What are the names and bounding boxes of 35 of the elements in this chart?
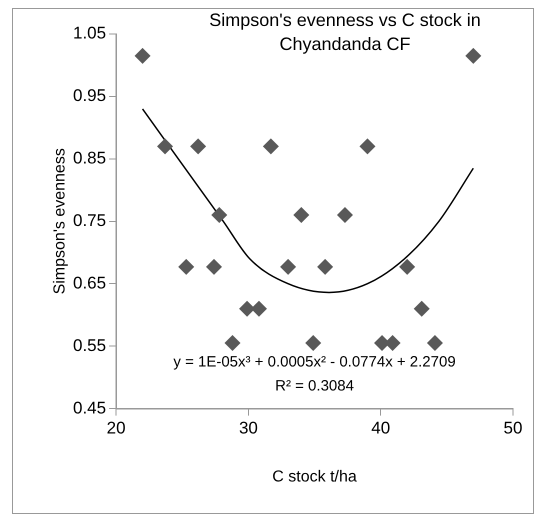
x-tick-label: 20 [106,418,126,438]
point [399,258,416,275]
y-axis-title: Simpson's evenness [51,148,68,294]
y-tick-label: 0.95 [72,86,106,106]
point [465,48,482,64]
y-tick-label: 0.55 [72,336,106,355]
x-tick-label: 50 [504,418,522,438]
annotation: R² = 0.3084 [275,378,354,395]
point [211,207,228,224]
y-tick-label: 1.05 [72,24,106,43]
point [293,207,310,224]
point [178,258,194,275]
line-series [142,108,474,294]
point [336,207,353,224]
point [157,138,174,154]
y-tick-label: 0.75 [72,210,106,230]
chart-title: Simpson's evenness vs C stock in Chyandanda CF [209,10,481,54]
y-tick-label: 0.85 [72,148,106,168]
point [190,138,206,154]
point [280,258,296,275]
annotation: y = 1E-05x³ + 0.0005x² - 0.0774x + 2.2709 [173,354,456,371]
y-tick-label: 0.45 [72,398,106,418]
point [206,258,222,275]
point [224,335,241,352]
x-tick-label: 40 [371,418,390,438]
point [134,48,151,64]
point [262,138,279,154]
x-axis-title: C stock t/ha [272,468,357,486]
y-tick-label: 0.65 [72,273,106,292]
point [426,335,443,352]
point [414,300,430,317]
x-tick-label: 30 [238,418,258,438]
point [317,258,334,275]
point [305,335,322,352]
point [359,138,376,154]
